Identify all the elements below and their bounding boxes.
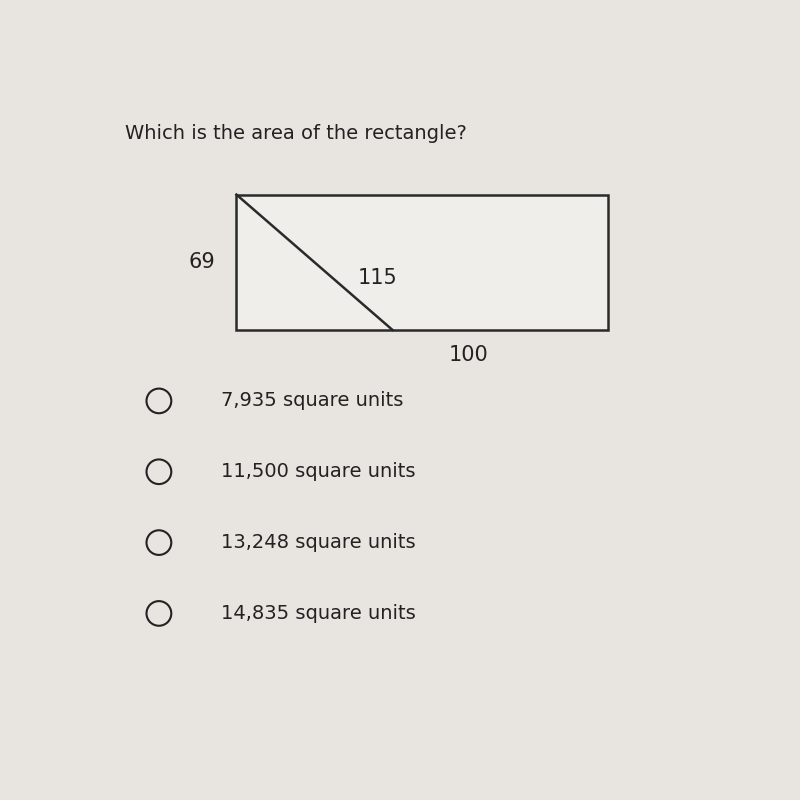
Text: 100: 100 [449, 346, 489, 366]
Text: 69: 69 [189, 252, 216, 272]
Text: Which is the area of the rectangle?: Which is the area of the rectangle? [125, 124, 466, 142]
Bar [237, 194, 608, 330]
Text: 13,248 square units: 13,248 square units [221, 533, 415, 552]
Text: 115: 115 [358, 268, 397, 288]
Text: 11,500 square units: 11,500 square units [221, 462, 415, 482]
Text: 7,935 square units: 7,935 square units [221, 391, 403, 410]
Text: 14,835 square units: 14,835 square units [221, 604, 416, 623]
